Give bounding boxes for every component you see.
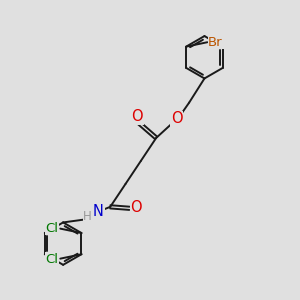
Text: O: O	[171, 111, 183, 126]
Text: N: N	[93, 204, 104, 219]
Text: Br: Br	[208, 36, 223, 49]
Text: H: H	[83, 210, 92, 223]
Text: O: O	[131, 109, 143, 124]
Text: Cl: Cl	[46, 253, 59, 266]
Text: Cl: Cl	[46, 221, 59, 235]
Text: O: O	[130, 200, 142, 215]
